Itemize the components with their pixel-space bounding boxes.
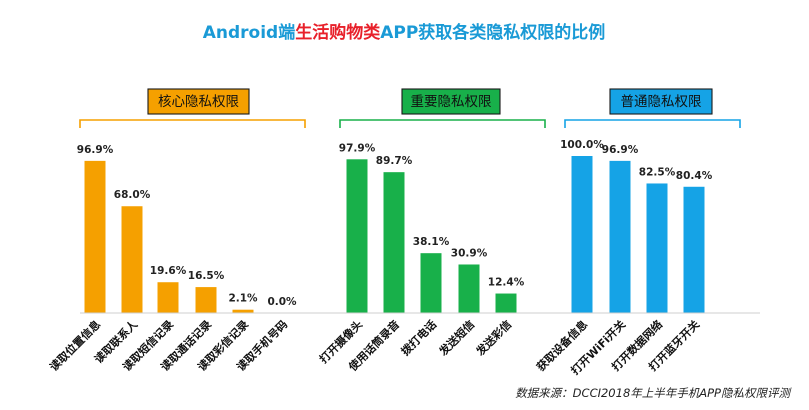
bar-value-label: 19.6% bbox=[150, 265, 187, 277]
chart-groups: 核心隐私权限96.9%读取位置信息68.0%读取联系人19.6%读取短信记录16… bbox=[47, 88, 741, 377]
bar-value-label: 0.0% bbox=[267, 296, 297, 308]
bar bbox=[420, 253, 442, 313]
bar bbox=[232, 309, 254, 313]
category-label: 读取位置信息 bbox=[47, 317, 104, 374]
group-bracket bbox=[79, 119, 306, 128]
bar-group: 核心隐私权限96.9%读取位置信息68.0%读取联系人19.6%读取短信记录16… bbox=[47, 88, 306, 374]
bar bbox=[458, 264, 480, 313]
bar bbox=[121, 206, 143, 313]
bar-value-label: 96.9% bbox=[602, 144, 639, 156]
bar-value-label: 68.0% bbox=[114, 189, 151, 201]
bar-value-label: 97.9% bbox=[339, 142, 376, 154]
title-highlight: 生活购物类 bbox=[295, 22, 381, 43]
bar bbox=[383, 172, 405, 313]
category-label: 发送彩信 bbox=[472, 317, 514, 359]
chart-title: Android端生活购物类APP获取各类隐私权限的比例 bbox=[203, 22, 606, 43]
bar bbox=[495, 293, 517, 313]
group-bracket bbox=[564, 119, 741, 128]
group-label: 重要隐私权限 bbox=[411, 93, 492, 110]
group-label: 核心隐私权限 bbox=[158, 93, 239, 110]
title-prefix: Android端 bbox=[203, 22, 296, 43]
bar-value-label: 38.1% bbox=[413, 236, 450, 248]
bar bbox=[195, 287, 217, 313]
title-suffix: APP获取各类隐私权限的比例 bbox=[380, 22, 605, 43]
bar-group: 重要隐私权限97.9%打开摄像头89.7%使用话筒录音38.1%拨打电话30.9… bbox=[316, 88, 546, 374]
bar bbox=[609, 160, 631, 313]
group-label: 普通隐私权限 bbox=[621, 93, 702, 110]
group-bracket bbox=[339, 119, 546, 128]
bar-value-label: 16.5% bbox=[188, 270, 225, 282]
group-label-box bbox=[401, 88, 501, 115]
bar-value-label: 80.4% bbox=[676, 170, 713, 182]
category-label: 发送短信 bbox=[435, 317, 477, 359]
category-label: 拨打电话 bbox=[398, 317, 439, 358]
bar-value-label: 100.0% bbox=[560, 139, 604, 151]
bar-value-label: 96.9% bbox=[77, 144, 114, 156]
bar bbox=[84, 160, 106, 313]
bar-value-label: 82.5% bbox=[639, 166, 676, 178]
bar bbox=[646, 183, 668, 313]
bar-value-label: 89.7% bbox=[376, 155, 413, 167]
bar-group: 普通隐私权限100.0%获取设备信息96.9%打开WiFi开关82.5%打开数据… bbox=[534, 88, 741, 377]
bar bbox=[346, 159, 368, 313]
bar bbox=[571, 156, 593, 313]
source-note: 数据来源：DCCI2018年上半年手机APP隐私权限评测 bbox=[515, 386, 792, 400]
bar bbox=[157, 282, 179, 313]
bar-value-label: 30.9% bbox=[451, 247, 488, 259]
bar-value-label: 12.4% bbox=[488, 277, 525, 289]
group-label-box bbox=[609, 88, 713, 115]
group-label-box bbox=[147, 88, 250, 115]
bar-value-label: 2.1% bbox=[228, 293, 258, 305]
bar bbox=[683, 186, 705, 313]
